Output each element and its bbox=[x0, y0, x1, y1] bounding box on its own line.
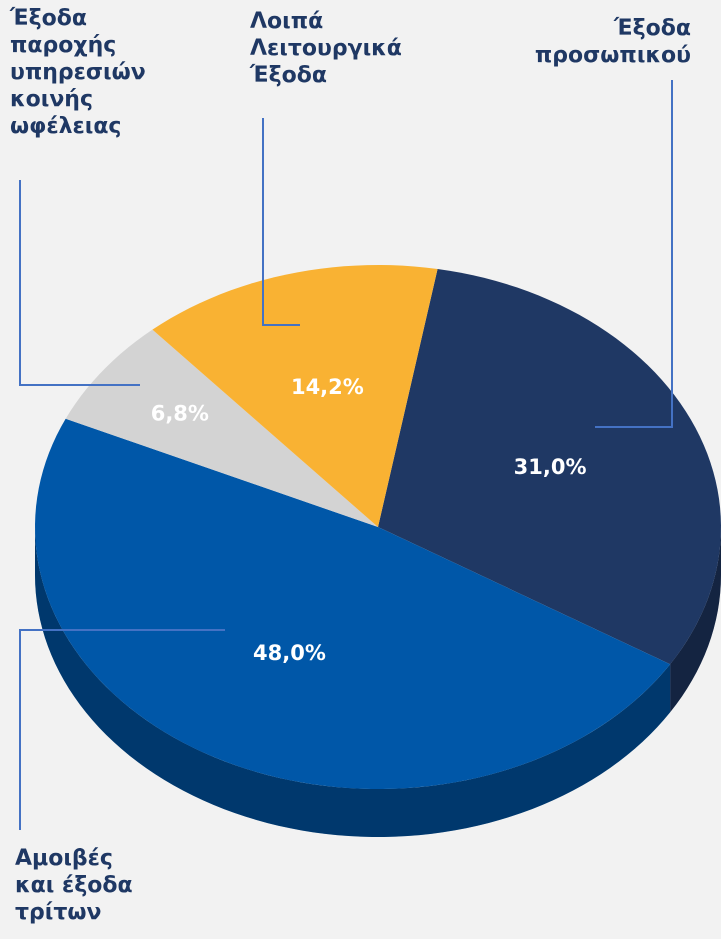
slice-side bbox=[670, 527, 721, 713]
slice bbox=[378, 268, 721, 665]
category-label: Έξοδα προσωπικού bbox=[534, 16, 691, 68]
leader-line bbox=[595, 80, 673, 428]
leader-line bbox=[19, 180, 140, 386]
value-label: 31,0% bbox=[514, 455, 587, 479]
value-label: 48,0% bbox=[253, 641, 326, 665]
category-label: Λοιπά Λειτουργικά Έξοδα bbox=[250, 9, 402, 88]
slice-side-shade bbox=[35, 527, 671, 837]
leader-lines bbox=[19, 80, 673, 830]
leader-line bbox=[19, 629, 225, 830]
pie bbox=[35, 265, 721, 837]
slice-side-shade bbox=[670, 527, 721, 713]
value-label: 14,2% bbox=[291, 375, 364, 399]
leader-line bbox=[262, 118, 300, 326]
value-label: 6,8% bbox=[151, 401, 209, 425]
slice bbox=[152, 265, 438, 527]
slice bbox=[65, 329, 379, 527]
value-labels: 31,0% 48,0% 6,8% 14,2% bbox=[151, 375, 587, 665]
slice-side bbox=[35, 527, 671, 837]
slice bbox=[35, 418, 671, 789]
category-label: Έξοδα παροχής υπηρεσιών κοινής ωφέλειας bbox=[10, 6, 146, 139]
category-label: Αμοιβές και έξοδα τρίτων bbox=[15, 846, 133, 925]
